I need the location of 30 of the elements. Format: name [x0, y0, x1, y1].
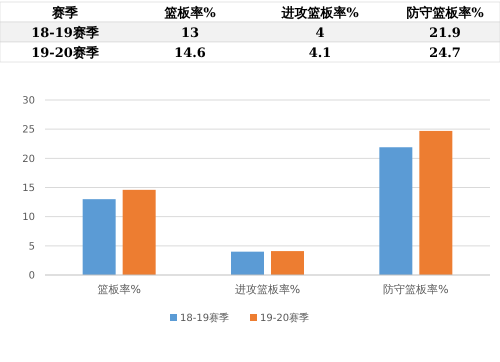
text: 19-20赛季: [31, 46, 99, 61]
text: 18-19赛季: [31, 26, 99, 41]
x-tick-label: 篮板率%: [97, 283, 141, 296]
legend-label: 19-20赛季: [260, 312, 310, 324]
y-tick-label: 10: [22, 212, 35, 224]
bar: [82, 199, 116, 275]
y-tick-label: 20: [22, 154, 35, 165]
y-tick-label: 15: [22, 183, 35, 194]
bar: [122, 190, 156, 275]
bar: [419, 130, 452, 275]
data-label: 4.1: [308, 46, 332, 61]
y-tick-label: 0: [28, 270, 35, 282]
category-label: 进攻篮板率%: [281, 6, 359, 21]
legend-title: 赛季: [51, 5, 78, 21]
y-tick-label: 25: [22, 124, 35, 136]
x-tick-label: 防守篮板率%: [383, 283, 449, 296]
bar: [231, 252, 264, 275]
category-label: 防守篮板率%: [406, 6, 484, 21]
category-label: 篮板率%: [164, 6, 216, 21]
data-label: 13: [180, 26, 200, 41]
data-label: 21.9: [429, 26, 461, 41]
bar: [271, 251, 304, 275]
data-label: 14.6: [174, 46, 206, 61]
y-tick-label: 30: [22, 96, 35, 106]
y-tick-label: 5: [28, 241, 35, 252]
bar: [379, 147, 412, 275]
data-label: 4: [315, 26, 325, 41]
x-tick-label: 进攻篮板率%: [234, 283, 300, 296]
data-label: 24.7: [429, 46, 461, 61]
legend-label: 18-19赛季: [180, 312, 230, 324]
